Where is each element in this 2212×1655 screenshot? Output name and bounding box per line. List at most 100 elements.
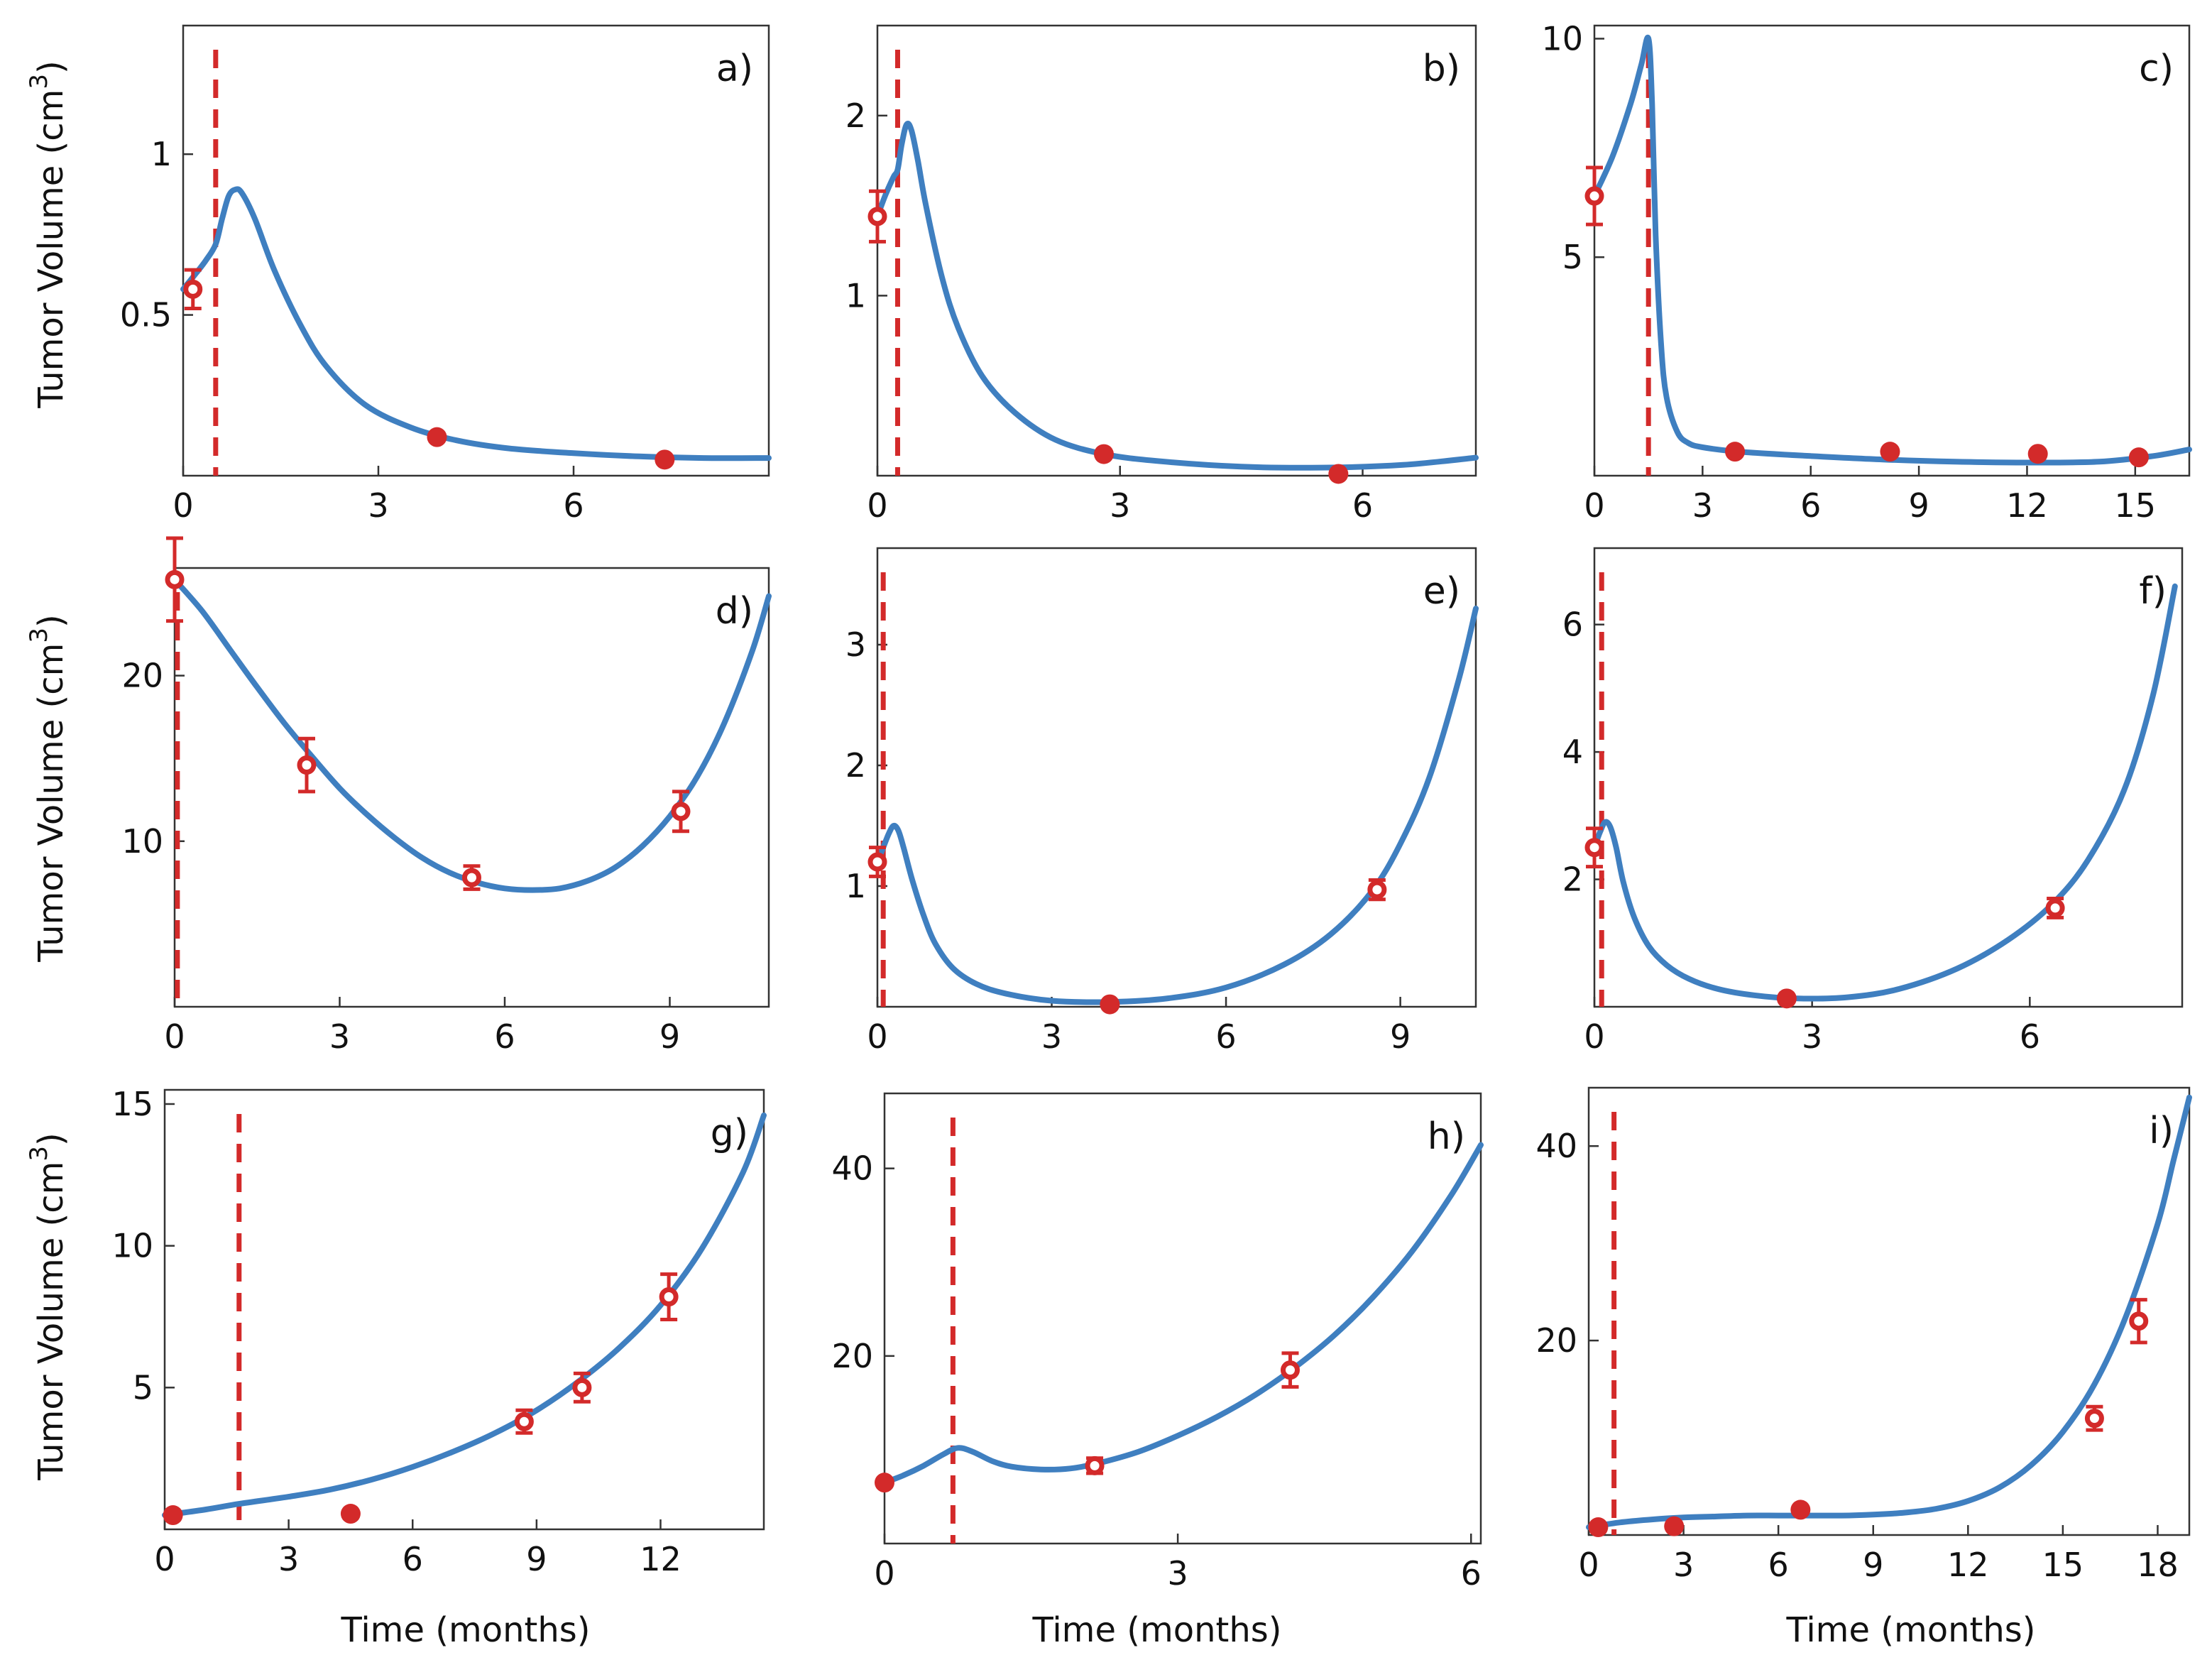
plot-frame xyxy=(163,1088,765,1531)
y-tick-label: 2 xyxy=(1562,861,1583,899)
model-curve xyxy=(172,577,772,893)
data-point xyxy=(514,1411,534,1431)
y-tick-label: 5 xyxy=(1562,238,1583,276)
panel-d: 0 3 6 9 10 20 d) xyxy=(121,536,772,1056)
model-curve xyxy=(882,1142,1484,1486)
x-tick-label: 6 xyxy=(1352,486,1373,525)
x-tick-label: 6 xyxy=(1215,1017,1236,1056)
y-axis-title-row1: Tumor Volume (cm3) xyxy=(25,60,71,409)
x-tick-label: 6 xyxy=(1768,1546,1789,1584)
x-tick-label: 0 xyxy=(173,486,193,525)
data-point xyxy=(340,1504,361,1524)
y-tick-label: 6 xyxy=(1562,606,1583,644)
x-tick-label: 3 xyxy=(1692,486,1713,525)
data-point xyxy=(462,868,481,887)
data-point xyxy=(297,755,317,775)
data-point xyxy=(867,207,887,226)
x-tick-label: 12 xyxy=(640,1540,681,1578)
x-tick-label: 0 xyxy=(867,1017,887,1056)
data-point xyxy=(2084,1409,2104,1429)
y-tick-label: 3 xyxy=(845,626,866,664)
y-tick-label: 40 xyxy=(831,1149,873,1188)
panel-label: h) xyxy=(1428,1115,1465,1158)
y-axis-title-row2: Tumor Volume (cm3) xyxy=(25,614,71,963)
x-tick-label: 6 xyxy=(1800,486,1821,525)
plot-frame xyxy=(182,24,770,477)
data-point xyxy=(1664,1516,1685,1536)
data-point xyxy=(671,802,691,821)
panel-label: g) xyxy=(711,1112,748,1154)
panel-f: 0 3 6 2 4 6 f) xyxy=(1562,547,2184,1056)
y-tick-label: 20 xyxy=(831,1337,873,1375)
x-tick-label: 3 xyxy=(1110,486,1130,525)
plot-frame xyxy=(1593,547,2184,1008)
data-point xyxy=(1328,464,1349,484)
data-point xyxy=(1280,1360,1300,1380)
data-point xyxy=(2027,444,2048,464)
x-tick-label: 3 xyxy=(1673,1546,1694,1584)
y-tick-label: 2 xyxy=(845,746,866,785)
data-point xyxy=(165,569,185,589)
data-point xyxy=(875,1473,894,1493)
plot-frame xyxy=(883,1092,1482,1545)
x-tick-label: 9 xyxy=(659,1017,680,1056)
x-tick-label: 3 xyxy=(278,1540,299,1578)
data-point xyxy=(2045,898,2065,918)
model-curve xyxy=(162,1112,767,1518)
data-point xyxy=(659,1287,679,1307)
model-curve xyxy=(875,606,1479,1005)
data-point xyxy=(1584,186,1604,206)
x-axis-title-col2: Time (months) xyxy=(1032,1610,1282,1650)
panel-label: f) xyxy=(2139,570,2167,613)
plot-frame xyxy=(876,547,1477,1008)
x-tick-label: 6 xyxy=(563,486,584,525)
data-point xyxy=(2128,447,2149,468)
y-tick-label: 1 xyxy=(151,135,172,173)
y-axis-title-row3: Tumor Volume (cm3) xyxy=(25,1132,71,1481)
panel-h: 0 3 6 20 40 h) xyxy=(831,1092,1484,1593)
x-tick-label: 15 xyxy=(2042,1546,2084,1584)
data-point xyxy=(1367,880,1387,900)
plot-frame xyxy=(876,24,1477,477)
y-tick-label: 5 xyxy=(133,1368,153,1407)
y-tick-label: 1 xyxy=(845,867,866,905)
y-tick-label: 15 xyxy=(111,1085,153,1123)
y-tick-label: 40 xyxy=(1535,1127,1577,1165)
x-tick-label: 3 xyxy=(368,486,388,525)
x-tick-label: 15 xyxy=(2115,486,2157,525)
panel-label: c) xyxy=(2139,48,2174,90)
x-tick-label: 9 xyxy=(1908,486,1929,525)
y-tick-label: 2 xyxy=(845,97,866,135)
panel-i: 0 3 6 9 12 15 18 20 40 i) xyxy=(1535,1086,2192,1584)
data-point xyxy=(1725,442,1746,462)
data-point xyxy=(655,449,675,470)
model-curve xyxy=(1586,1094,2192,1530)
data-point xyxy=(1776,988,1797,1009)
x-tick-label: 9 xyxy=(1863,1546,1883,1584)
panel-label: e) xyxy=(1423,570,1460,613)
data-point xyxy=(867,852,887,872)
x-tick-label: 3 xyxy=(1802,1017,1822,1056)
x-tick-label: 3 xyxy=(329,1017,350,1056)
x-tick-label: 12 xyxy=(1947,1546,1989,1584)
y-tick-label: 4 xyxy=(1562,733,1583,771)
x-tick-label: 0 xyxy=(1578,1546,1599,1584)
plot-frame xyxy=(173,567,770,1008)
plot-frame xyxy=(1587,1086,2191,1536)
y-tick-label: 0.5 xyxy=(120,296,172,334)
x-tick-label: 18 xyxy=(2137,1546,2179,1584)
y-tick-label: 10 xyxy=(111,1227,153,1265)
data-point xyxy=(1588,1517,1609,1538)
model-curve xyxy=(875,121,1479,471)
x-tick-label: 0 xyxy=(154,1540,175,1578)
panel-label: b) xyxy=(1423,48,1460,90)
y-tick-label: 20 xyxy=(121,657,163,695)
data-point xyxy=(1880,442,1900,462)
data-point xyxy=(183,279,203,299)
y-tick-label: 20 xyxy=(1535,1321,1577,1360)
panel-c: 0 3 6 9 12 15 5 10 c) xyxy=(1541,19,2192,525)
x-tick-label: 3 xyxy=(1167,1554,1188,1593)
panel-b: 0 3 6 1 2 b) xyxy=(845,24,1479,525)
x-axis-title-col3: Time (months) xyxy=(1786,1610,2036,1650)
panel-label: i) xyxy=(2149,1110,2174,1152)
